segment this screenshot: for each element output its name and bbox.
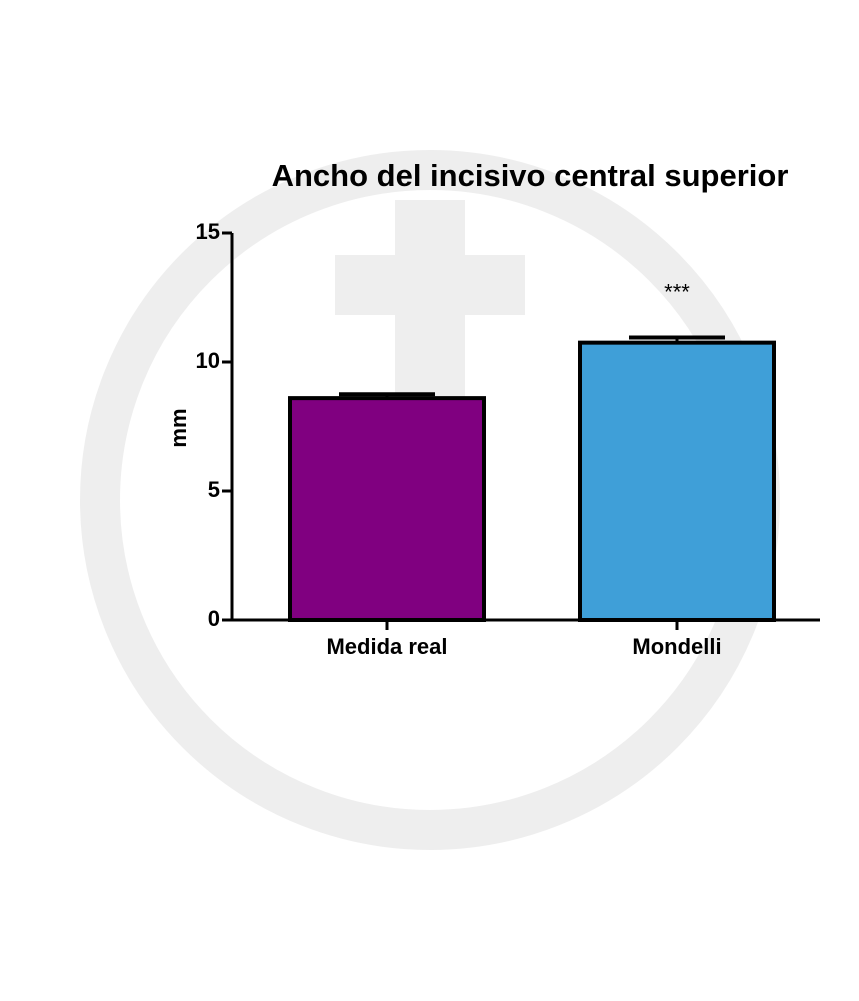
y-tick-label: 5	[208, 477, 220, 502]
x-tick-label: Mondelli	[632, 634, 721, 659]
bar	[288, 396, 486, 622]
chart-title: Ancho del incisivo central superior	[272, 158, 789, 193]
significance-label: ***	[664, 279, 690, 304]
y-axis-label: mm	[166, 408, 191, 447]
watermark-cross	[335, 255, 525, 315]
bar	[578, 340, 776, 622]
y-tick-label: 0	[208, 606, 220, 631]
y-tick-label: 15	[196, 219, 220, 244]
y-tick-label: 10	[196, 348, 220, 373]
x-tick-label: Medida real	[326, 634, 447, 659]
